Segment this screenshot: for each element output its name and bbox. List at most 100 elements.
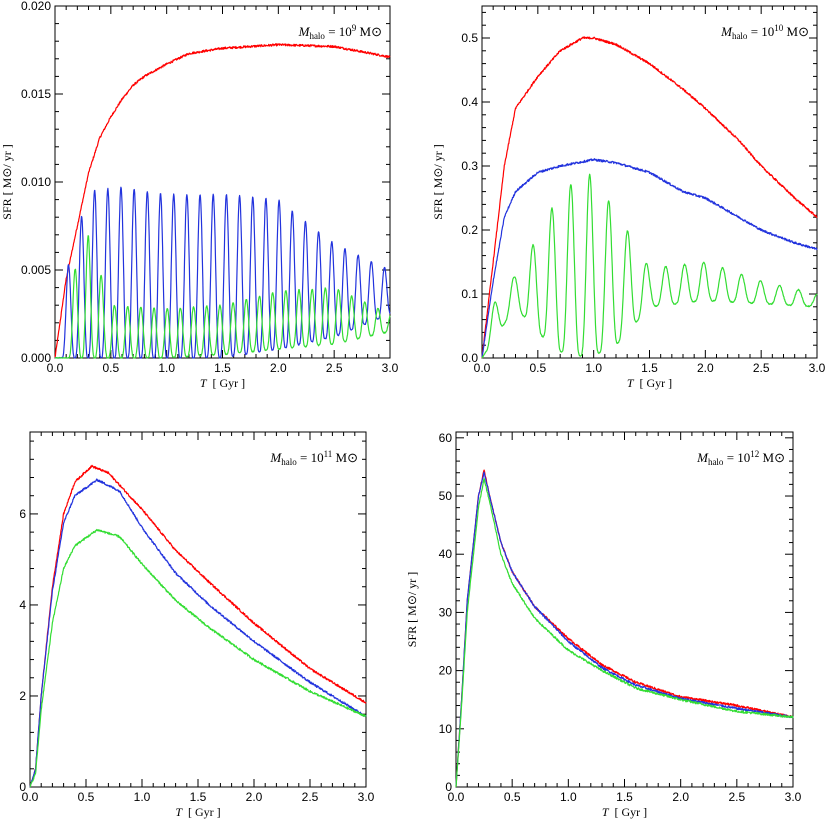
panel-label-eq: = 10 bbox=[723, 450, 750, 465]
panel-label-sub: halo bbox=[281, 457, 297, 467]
x-axis-var: T bbox=[200, 376, 208, 390]
panel-label-sun: ⊙ bbox=[347, 450, 358, 465]
x-tick-label: 3.0 bbox=[809, 361, 826, 375]
y-tick-label: 0.005 bbox=[21, 263, 51, 277]
y-tick-label: 0.4 bbox=[461, 95, 478, 109]
x-axis-label: T [ Gyr ] bbox=[200, 376, 245, 390]
y-tick-label: 0.2 bbox=[461, 223, 478, 237]
panel-label-sun: ⊙ bbox=[798, 24, 809, 39]
series-line-3 bbox=[54, 235, 391, 359]
x-axis-var: T bbox=[627, 376, 635, 390]
y-tick-label: 0.5 bbox=[461, 31, 478, 45]
x-tick-label: 2.5 bbox=[728, 790, 745, 804]
x-tick-label: 0.0 bbox=[47, 361, 64, 375]
y-axis-label: SFR [ M⊙/ yr ] bbox=[405, 572, 419, 647]
x-tick-label: 0.5 bbox=[504, 790, 521, 804]
series-line-1 bbox=[54, 43, 391, 358]
y-tick-label: 0.0 bbox=[461, 351, 478, 365]
panel-label: Mhalo = 1012 M⊙ bbox=[696, 449, 785, 467]
chart-panel-1: 0.0 0.5 1.0 1.5 2.0 2.5 3.0 0.000 0.005 0.010 0.01… bbox=[0, 0, 399, 390]
panel-label-prefix: M bbox=[269, 450, 282, 465]
plot-frame bbox=[29, 431, 367, 788]
panel-label-sup: 9 bbox=[352, 23, 357, 33]
y-tick-label: 40 bbox=[439, 547, 453, 561]
y-tick-label: 60 bbox=[439, 431, 453, 445]
y-tick-label: 0.010 bbox=[21, 175, 51, 189]
x-tick-label: 1.5 bbox=[641, 361, 658, 375]
x-axis-unit: [ Gyr ] bbox=[640, 376, 673, 390]
y-tick-label: 2 bbox=[19, 689, 26, 703]
plot-frame bbox=[455, 431, 794, 788]
y-tick-label: 0.3 bbox=[461, 159, 478, 173]
y-axis-label: SFR [ M⊙/ yr ] bbox=[431, 144, 445, 219]
series-line-1 bbox=[29, 464, 367, 787]
panel-label-sup: 11 bbox=[324, 449, 333, 459]
series-line-2 bbox=[29, 478, 367, 788]
panel-label: Mhalo = 1010 M⊙ bbox=[720, 23, 809, 41]
series-line-2 bbox=[455, 471, 794, 787]
panel-label-sun: ⊙ bbox=[371, 24, 382, 39]
x-tick-label: 2.0 bbox=[672, 790, 689, 804]
x-tick-label: 0.0 bbox=[448, 790, 465, 804]
x-tick-label: 2.5 bbox=[753, 361, 770, 375]
x-axis-var: T bbox=[175, 805, 183, 819]
panel-label-sub: halo bbox=[732, 31, 748, 41]
panel-label-eq: = 10 bbox=[325, 24, 352, 39]
x-tick-label: 3.0 bbox=[785, 790, 802, 804]
y-tick-label: 0 bbox=[19, 780, 26, 794]
x-tick-label: 1.0 bbox=[585, 361, 602, 375]
panel-label: Mhalo = 109 M⊙ bbox=[298, 23, 382, 41]
panel-label-sub: halo bbox=[309, 31, 325, 41]
y-tick-label: 0.015 bbox=[21, 87, 51, 101]
panel-label-unit: M bbox=[783, 24, 798, 39]
x-tick-label: 0.5 bbox=[102, 361, 119, 375]
series-line-1 bbox=[481, 36, 818, 359]
panel-label: Mhalo = 1011 M⊙ bbox=[269, 449, 358, 467]
panel-label-unit: M bbox=[332, 450, 347, 465]
x-tick-label: 2.0 bbox=[246, 790, 263, 804]
series-line-2 bbox=[481, 158, 818, 358]
x-tick-label: 0.5 bbox=[78, 790, 95, 804]
x-tick-label: 2.0 bbox=[697, 361, 714, 375]
y-tick-label: 50 bbox=[439, 489, 453, 503]
x-axis-label: T [ Gyr ] bbox=[602, 805, 647, 819]
panel-label-sub: halo bbox=[708, 457, 724, 467]
y-tick-label: 30 bbox=[439, 605, 453, 619]
panel-label-prefix: M bbox=[298, 24, 311, 39]
y-tick-label: 6 bbox=[19, 507, 26, 521]
chart-panel-2: 0.0 0.5 1.0 1.5 2.0 2.5 3.0 0.0 0.1 0.2 0.3 0.4 0.5 T… bbox=[431, 5, 826, 390]
x-tick-label: 0.0 bbox=[22, 790, 39, 804]
x-tick-label: 1.5 bbox=[616, 790, 633, 804]
x-axis-unit: [ Gyr ] bbox=[188, 805, 221, 819]
panel-label-unit: M bbox=[356, 24, 371, 39]
y-axis-label: SFR [ M⊙/ yr ] bbox=[0, 144, 14, 219]
y-tick-label: 0.000 bbox=[21, 351, 51, 365]
x-tick-label: 1.0 bbox=[158, 361, 175, 375]
y-tick-label: 10 bbox=[439, 722, 453, 736]
x-tick-label: 3.0 bbox=[358, 790, 375, 804]
y-tick-label: 4 bbox=[19, 598, 26, 612]
panel-label-sun: ⊙ bbox=[774, 450, 785, 465]
x-tick-label: 0.0 bbox=[474, 361, 491, 375]
x-tick-label: 0.5 bbox=[529, 361, 546, 375]
x-axis-unit: [ Gyr ] bbox=[615, 805, 648, 819]
x-axis-unit: [ Gyr ] bbox=[213, 376, 246, 390]
x-tick-label: 2.5 bbox=[302, 790, 319, 804]
y-tick-label: 0.020 bbox=[21, 0, 51, 13]
x-tick-label: 2.5 bbox=[326, 361, 343, 375]
y-tick-label: 0 bbox=[445, 780, 452, 794]
x-tick-label: 1.5 bbox=[190, 790, 207, 804]
panel-label-sup: 12 bbox=[750, 449, 759, 459]
x-tick-label: 1.0 bbox=[134, 790, 151, 804]
y-tick-label: 0.1 bbox=[461, 287, 478, 301]
x-axis-label: T [ Gyr ] bbox=[175, 805, 220, 819]
series-line-3 bbox=[481, 173, 818, 359]
x-tick-label: 1.5 bbox=[214, 361, 231, 375]
panel-label-prefix: M bbox=[720, 24, 733, 39]
series-line-3 bbox=[29, 528, 367, 788]
x-tick-label: 2.0 bbox=[270, 361, 287, 375]
x-axis-var: T bbox=[602, 805, 610, 819]
series-line-1 bbox=[455, 469, 794, 787]
